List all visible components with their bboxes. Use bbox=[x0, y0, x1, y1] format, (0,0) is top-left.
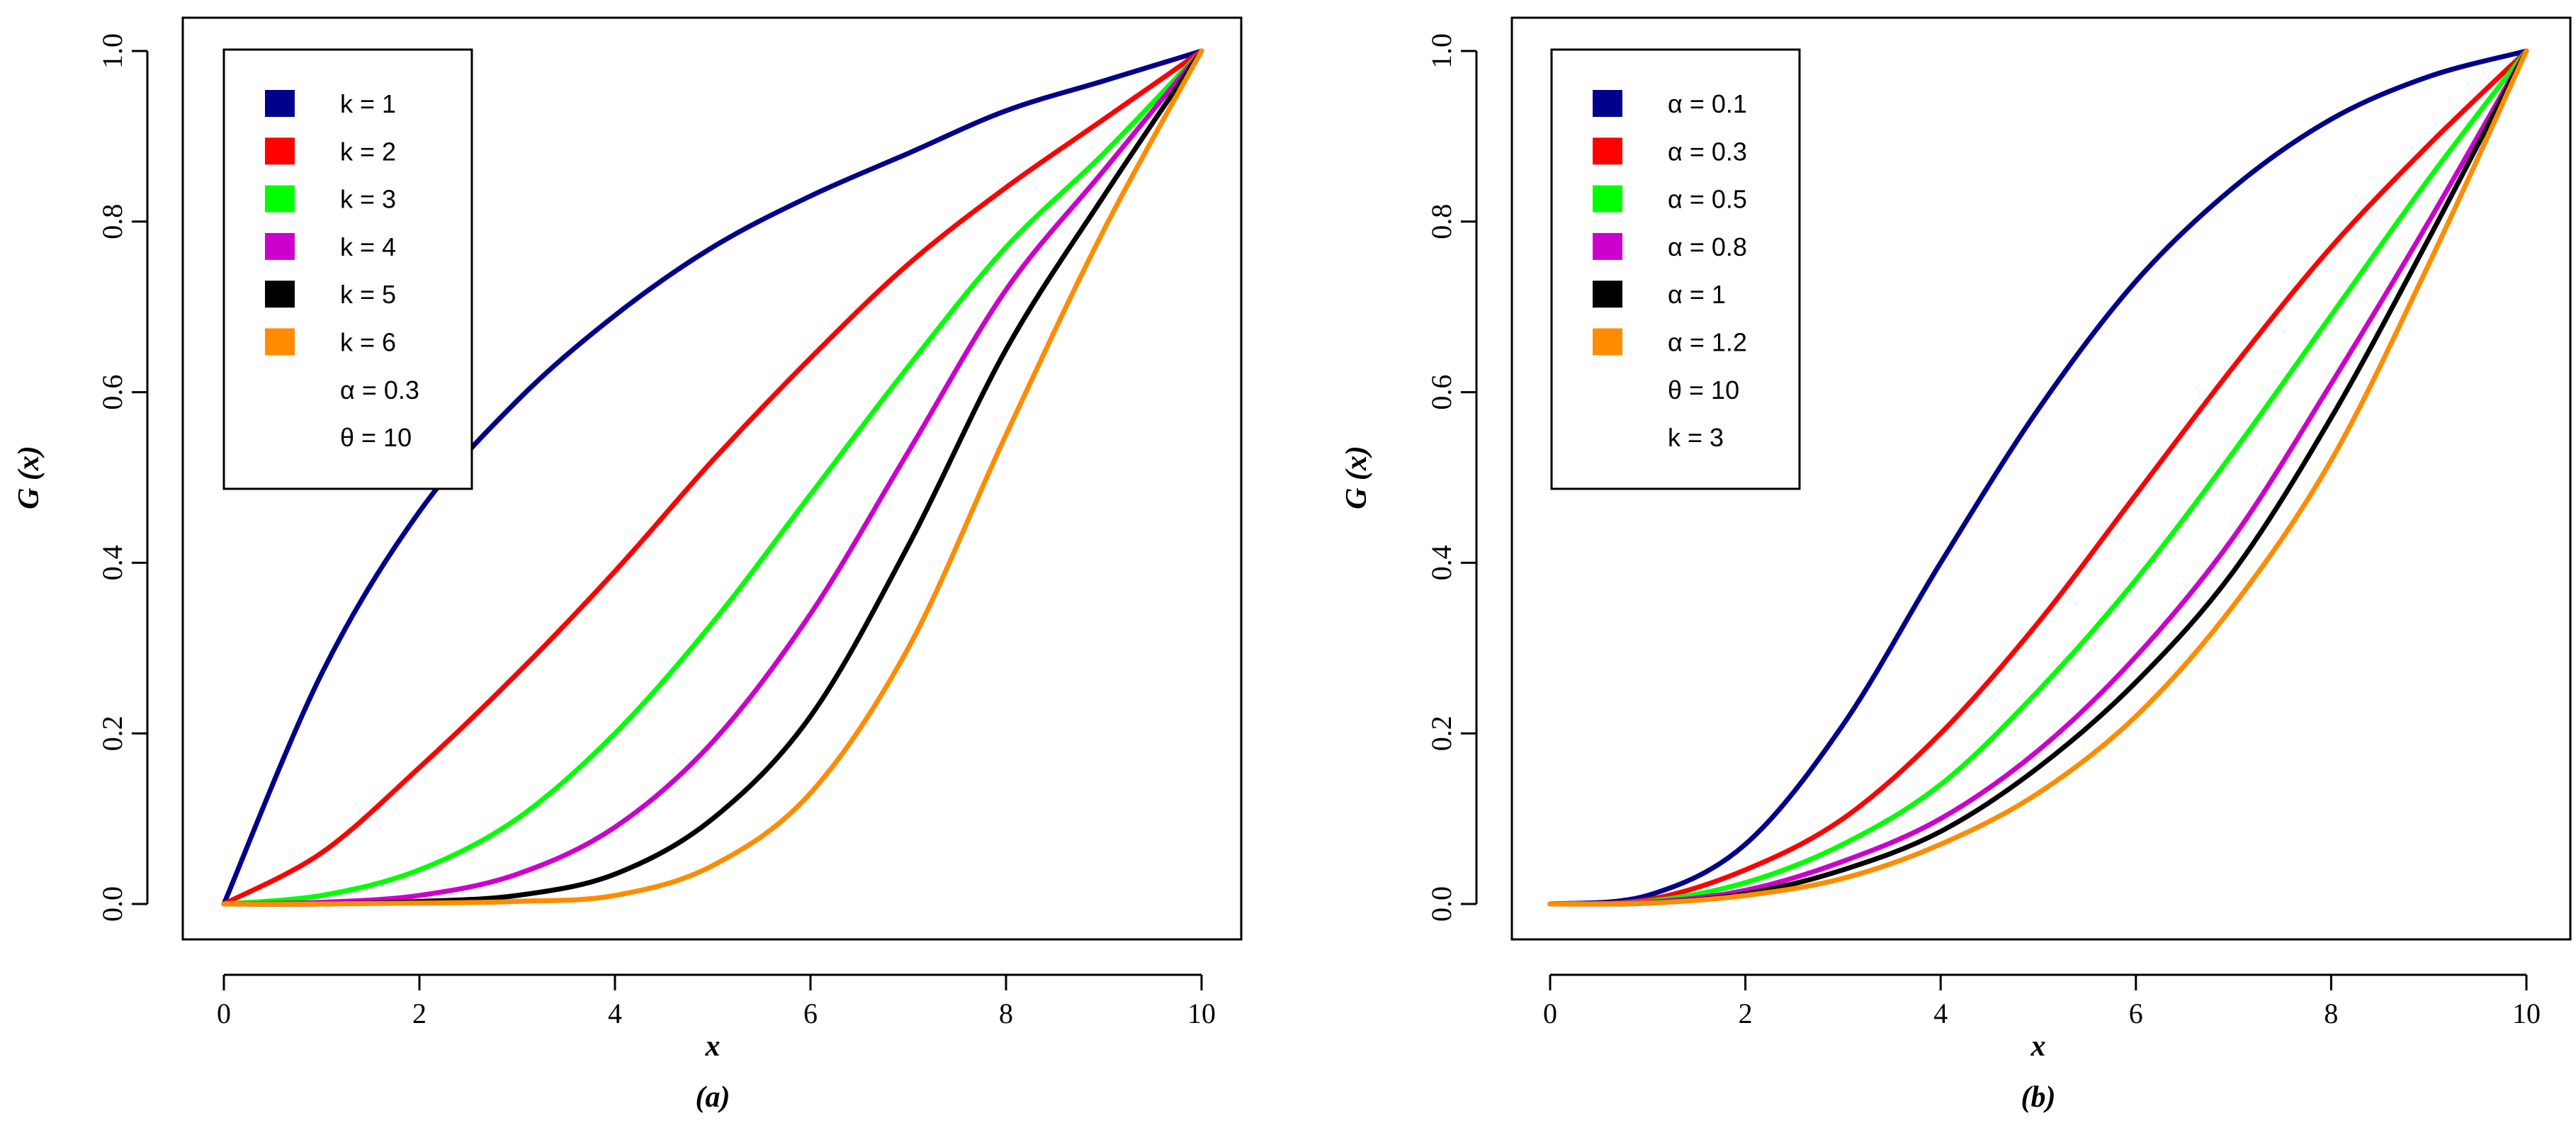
y-tick-label: 0.4 bbox=[96, 545, 128, 580]
legend-box bbox=[222, 48, 473, 490]
y-tick-label: 0.0 bbox=[96, 886, 128, 922]
series-line-3 bbox=[1547, 48, 2529, 907]
chart-panel-b: 0 2 4 6 8 10 0.0 0.2 0.4 0.6 0.8 1.0 x G (x) (b) α = 0.… bbox=[1340, 16, 2572, 1114]
legend-swatch bbox=[1593, 232, 1622, 260]
legend-parameter: θ = 10 bbox=[1668, 375, 1739, 405]
legend-label: α = 0.3 bbox=[1668, 137, 1747, 166]
x-tick-label: 2 bbox=[1739, 997, 1753, 1029]
chart-panel-a: 0 2 4 6 8 10 0.0 0.2 0.4 0.6 0.8 1.0 x G (x) (a) k = 1 k… bbox=[13, 16, 1243, 1114]
series-line-1 bbox=[1547, 48, 2529, 907]
y-tick-label: 0.4 bbox=[1425, 545, 1457, 580]
legend-label: α = 1 bbox=[1668, 280, 1726, 309]
legend-label: α = 0.1 bbox=[1668, 89, 1747, 118]
series-line-2 bbox=[221, 48, 1204, 907]
y-tick-label: 0.2 bbox=[96, 716, 128, 751]
series-line-3 bbox=[221, 48, 1204, 907]
legend-swatch bbox=[265, 232, 295, 260]
x-tick-label: 8 bbox=[2324, 997, 2338, 1029]
legend-parameter: α = 0.3 bbox=[340, 375, 419, 405]
panel-label: (b) bbox=[2021, 1081, 2056, 1114]
series-line-6 bbox=[1547, 48, 2529, 907]
legend-swatch bbox=[1593, 185, 1622, 213]
legend-swatch bbox=[1593, 137, 1622, 165]
legend-swatch bbox=[265, 185, 295, 213]
legend-swatch bbox=[265, 328, 295, 356]
y-tick-label: 1.0 bbox=[96, 33, 128, 69]
x-tick-label: 0 bbox=[1543, 997, 1557, 1029]
series-line-2 bbox=[1547, 48, 2529, 907]
x-tick-label: 8 bbox=[999, 997, 1013, 1029]
x-tick-label: 4 bbox=[608, 997, 622, 1029]
x-tick-label: 10 bbox=[2512, 997, 2541, 1029]
legend-swatch bbox=[1593, 90, 1622, 117]
y-tick-label: 0.6 bbox=[96, 375, 128, 410]
legend-parameter: k = 3 bbox=[1668, 423, 1724, 452]
plot-frame bbox=[181, 16, 1243, 941]
x-axis-title: x bbox=[705, 1030, 721, 1063]
legend-label: k = 1 bbox=[340, 89, 396, 118]
legend-label: α = 0.5 bbox=[1668, 185, 1747, 214]
y-tick-label: 0.8 bbox=[1425, 204, 1457, 239]
series-line-4 bbox=[1547, 48, 2529, 907]
x-tick-label: 4 bbox=[1933, 997, 1948, 1029]
legend-box bbox=[1550, 48, 1801, 490]
legend-label: k = 4 bbox=[340, 232, 396, 261]
series-line-4 bbox=[221, 48, 1204, 907]
x-tick-label: 6 bbox=[2129, 997, 2143, 1029]
x-tick-label: 10 bbox=[1187, 997, 1216, 1029]
y-tick-label: 0.2 bbox=[1425, 716, 1457, 751]
legend-swatch bbox=[265, 281, 295, 308]
panel-label: (a) bbox=[696, 1081, 730, 1114]
series-line-1 bbox=[221, 48, 1204, 907]
x-tick-label: 0 bbox=[217, 997, 231, 1029]
legend-label: k = 6 bbox=[340, 328, 396, 357]
y-tick-label: 0.0 bbox=[1425, 886, 1457, 922]
legend-label: α = 1.2 bbox=[1668, 328, 1747, 357]
legend-swatch bbox=[265, 137, 295, 165]
legend-label: k = 3 bbox=[340, 185, 396, 214]
y-axis-title: G (x) bbox=[13, 446, 45, 509]
plot-frame bbox=[1510, 16, 2572, 941]
legend-swatch bbox=[1593, 281, 1622, 308]
y-axis-title: G (x) bbox=[1340, 446, 1373, 509]
x-tick-label: 2 bbox=[412, 997, 426, 1029]
legend-label: k = 2 bbox=[340, 137, 396, 166]
x-axis-title: x bbox=[2030, 1030, 2046, 1063]
legend-swatch bbox=[265, 90, 295, 117]
x-tick-label: 6 bbox=[803, 997, 818, 1029]
legend-label: α = 0.8 bbox=[1668, 232, 1747, 261]
legend-parameter: θ = 10 bbox=[340, 423, 412, 452]
y-tick-label: 0.8 bbox=[96, 204, 128, 239]
y-tick-label: 0.6 bbox=[1425, 375, 1457, 410]
legend-swatch bbox=[1593, 328, 1622, 356]
y-tick-label: 1.0 bbox=[1425, 33, 1457, 69]
series-line-6 bbox=[221, 48, 1204, 907]
legend-label: k = 5 bbox=[340, 280, 396, 309]
